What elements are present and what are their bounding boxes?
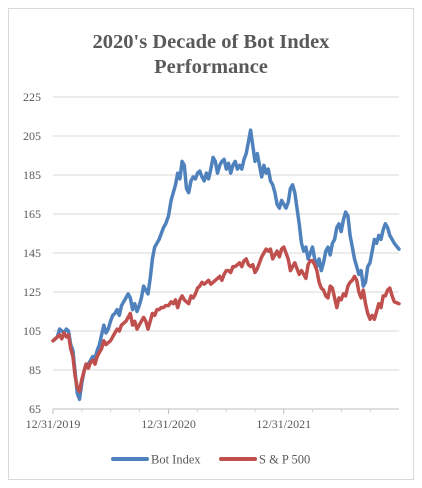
series-lines (51, 128, 401, 402)
legend-label: S & P 500 (259, 453, 310, 467)
y-axis-ticks: 65 85 105 125 145 165 185 205 225 (23, 90, 41, 416)
y-tick-label: 185 (23, 168, 41, 182)
y-tick-label: 205 (23, 129, 41, 143)
y-tick-label: 165 (23, 207, 41, 221)
x-axis: 12/31/2019 12/31/2020 12/31/2021 (26, 408, 399, 431)
y-tick-label: 105 (23, 324, 41, 338)
legend: Bot Index S & P 500 (111, 453, 310, 467)
x-tick-label: 12/31/2021 (256, 417, 311, 431)
y-tick-label: 145 (23, 246, 41, 260)
chart-frame (8, 8, 414, 480)
y-tick-label: 65 (29, 402, 41, 416)
legend-label: Bot Index (151, 453, 201, 467)
y-tick-label: 225 (23, 90, 41, 104)
chart-title-line-2: Performance (154, 56, 268, 78)
series-line-s-p-500 (51, 245, 401, 394)
x-tick-label: 12/31/2020 (141, 417, 196, 431)
y-tick-label: 125 (23, 285, 41, 299)
series-line-bot-index (51, 128, 401, 402)
x-tick-label: 12/31/2019 (26, 417, 81, 431)
gridlines (53, 96, 399, 371)
chart-title-line-1: 2020's Decade of Bot Index (93, 31, 331, 53)
y-tick-label: 85 (29, 363, 41, 377)
